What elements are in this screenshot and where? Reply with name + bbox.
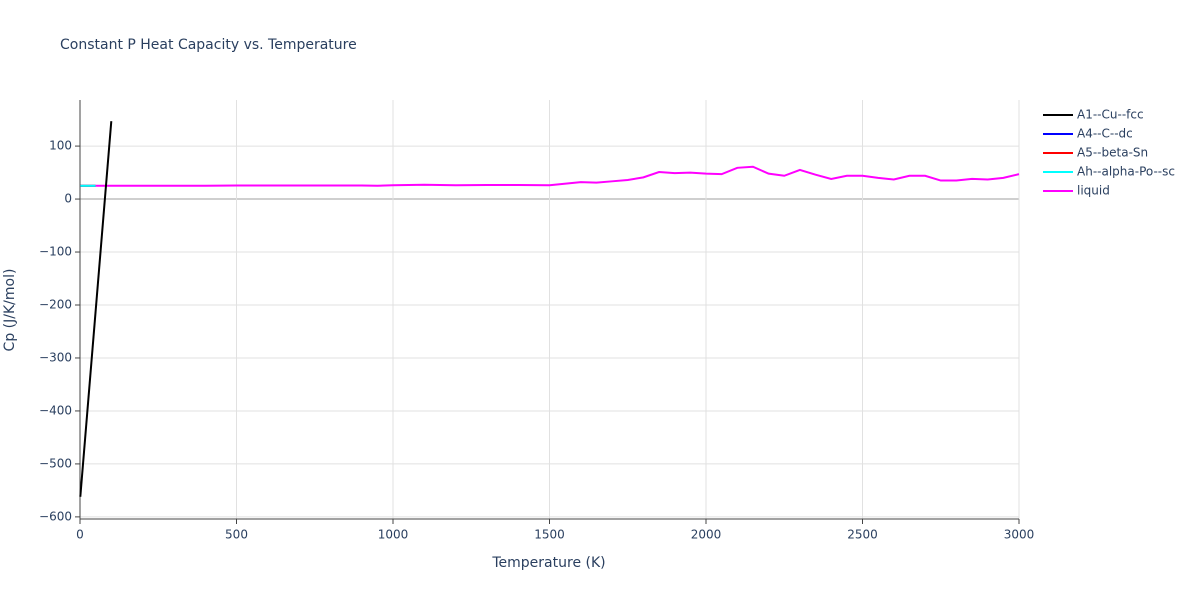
x-tick-label: 2000 xyxy=(691,528,722,542)
x-axis-label: Temperature (K) xyxy=(491,555,605,571)
y-axis-label: Cp (J/K/mol) xyxy=(2,269,18,352)
series-line xyxy=(79,121,113,497)
chart-title: Constant P Heat Capacity vs. Temperature xyxy=(60,37,357,53)
y-tick-label: −500 xyxy=(39,456,72,470)
y-tick-label: 0 xyxy=(64,192,72,206)
legend-label: A1--Cu--fcc xyxy=(1077,108,1144,122)
y-tick-label: 100 xyxy=(49,139,72,153)
legend-label: A5--beta-Sn xyxy=(1077,146,1148,160)
x-tick-label: 500 xyxy=(225,528,248,542)
y-tick-label: −600 xyxy=(39,509,72,523)
legend-label: liquid xyxy=(1077,184,1110,198)
x-tick-label: 0 xyxy=(76,528,84,542)
x-tick-label: 1500 xyxy=(534,528,565,542)
y-tick-label: −100 xyxy=(39,245,72,259)
y-tick-label: −200 xyxy=(39,297,72,311)
legend-label: Ah--alpha-Po--sc xyxy=(1077,165,1175,179)
series-line xyxy=(95,165,1020,187)
x-tick-label: 1000 xyxy=(378,528,409,542)
x-tick-label: 2500 xyxy=(847,528,878,542)
y-tick-label: −400 xyxy=(39,403,72,417)
legend-label: A4--C--dc xyxy=(1077,127,1133,141)
y-tick-label: −300 xyxy=(39,350,72,364)
x-tick-label: 3000 xyxy=(1004,528,1035,542)
